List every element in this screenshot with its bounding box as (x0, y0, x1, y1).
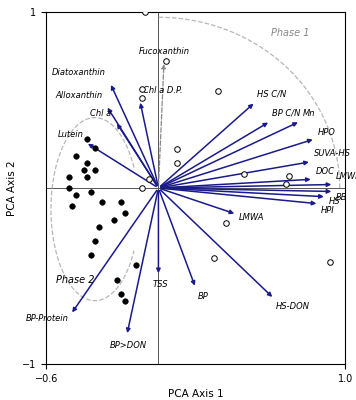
X-axis label: PCA Axis 1: PCA Axis 1 (168, 389, 224, 399)
Text: SUVA-HS: SUVA-HS (314, 149, 351, 158)
Text: Chl a: Chl a (90, 109, 112, 118)
Text: HS: HS (329, 197, 340, 206)
Text: HPI: HPI (321, 206, 335, 214)
Text: Diatoxanthin: Diatoxanthin (52, 68, 106, 77)
Text: TSS: TSS (152, 280, 168, 288)
Text: LMWA: LMWA (239, 213, 264, 222)
Text: Alloxanthin: Alloxanthin (55, 91, 103, 100)
Text: Fucoxanthin: Fucoxanthin (138, 47, 189, 56)
Text: Lutein: Lutein (58, 130, 84, 139)
Text: BP>DON: BP>DON (110, 341, 147, 350)
Text: HS-DON: HS-DON (276, 302, 310, 311)
Text: BP: BP (198, 292, 208, 301)
Text: BB: BB (336, 193, 347, 202)
Text: DOC: DOC (315, 167, 334, 176)
Text: Phase 2: Phase 2 (56, 274, 94, 284)
Text: Phase 1: Phase 1 (271, 28, 309, 38)
Text: BP C/N: BP C/N (272, 109, 301, 118)
Y-axis label: PCA Axis 2: PCA Axis 2 (7, 160, 17, 216)
Text: BP-Protein: BP-Protein (26, 314, 69, 323)
Text: Chl a D.P.: Chl a D.P. (143, 86, 183, 95)
Text: LMWN: LMWN (336, 172, 356, 181)
Text: Mn: Mn (302, 109, 315, 118)
Text: HPO: HPO (317, 128, 335, 137)
Text: HS C/N: HS C/N (257, 89, 287, 98)
